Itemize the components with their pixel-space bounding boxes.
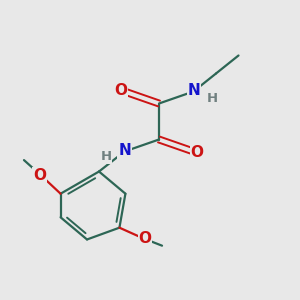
Text: H: H <box>206 92 218 105</box>
Text: O: O <box>114 83 128 98</box>
Text: N: N <box>118 143 131 158</box>
Text: O: O <box>190 145 204 160</box>
Text: O: O <box>139 231 152 246</box>
Text: O: O <box>33 168 46 183</box>
Text: N: N <box>188 83 200 98</box>
Text: H: H <box>100 150 112 164</box>
